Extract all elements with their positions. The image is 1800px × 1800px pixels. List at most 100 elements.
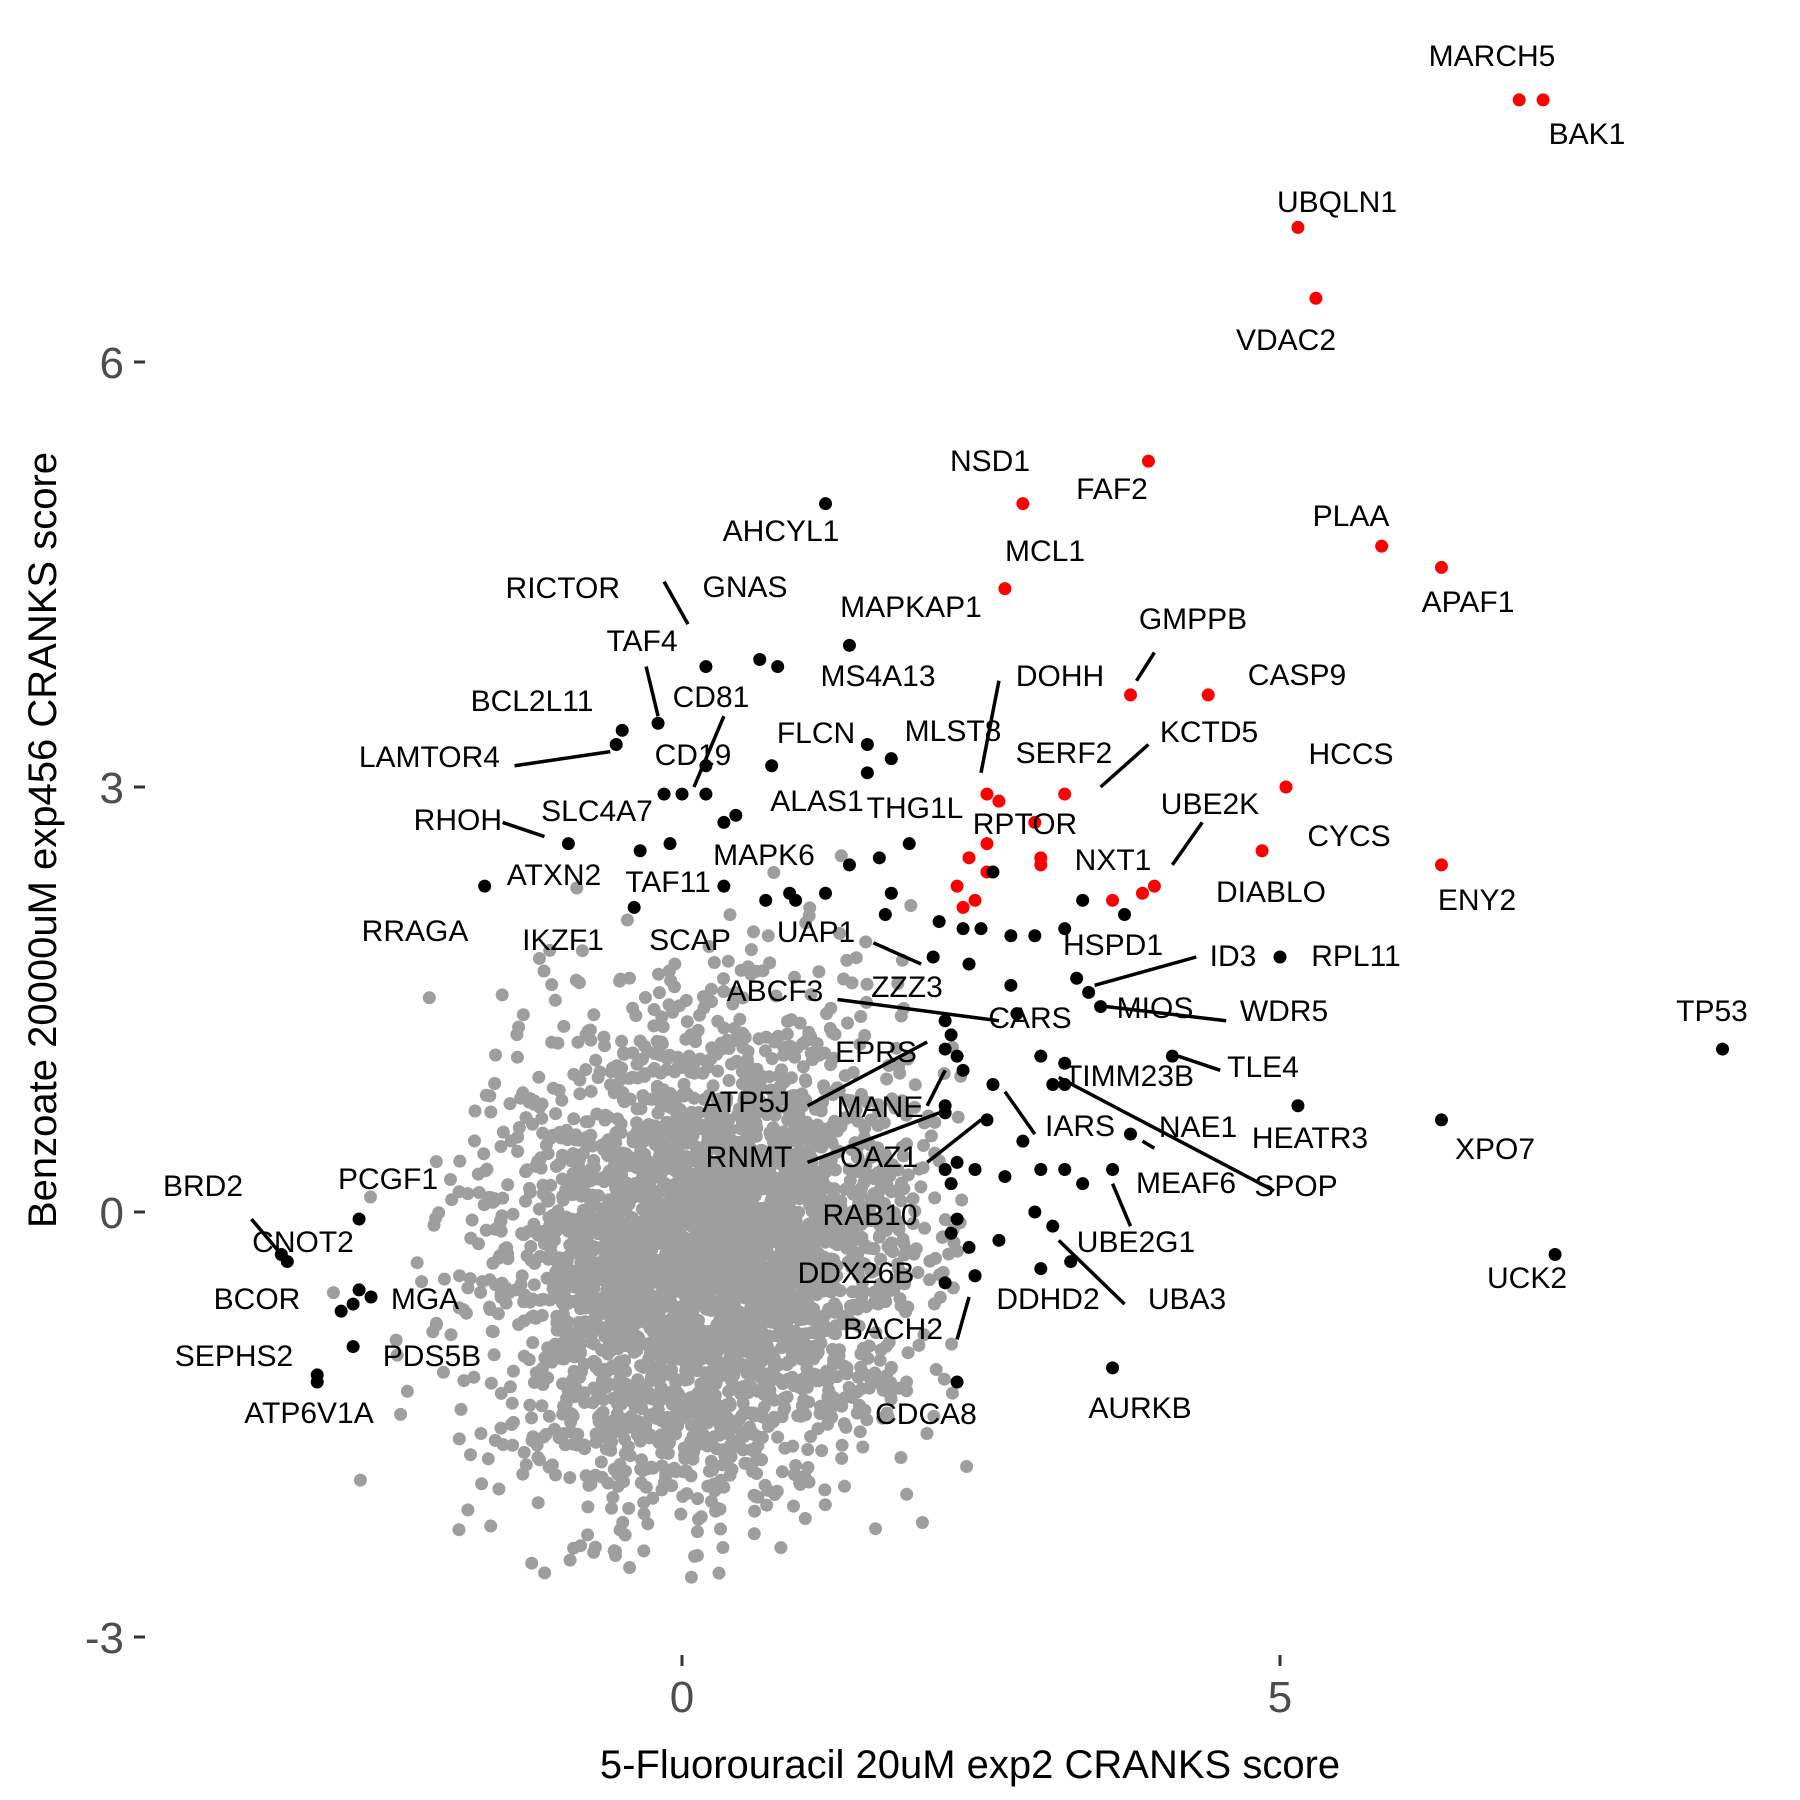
background-point — [669, 1197, 683, 1211]
data-point — [753, 653, 767, 666]
background-point — [537, 964, 551, 978]
gene-label: MS4A13 — [820, 660, 935, 693]
background-point — [536, 1361, 549, 1375]
background-point — [588, 1161, 601, 1175]
background-point — [853, 1425, 867, 1439]
background-point — [669, 1392, 683, 1406]
background-point — [606, 1491, 620, 1504]
background-point — [889, 1212, 903, 1226]
background-point — [687, 1273, 701, 1287]
background-point — [756, 1182, 770, 1196]
background-point — [650, 1034, 664, 1048]
background-point — [742, 1138, 756, 1152]
background-point — [598, 1272, 611, 1286]
background-point — [661, 1246, 675, 1260]
background-point — [824, 1285, 838, 1299]
background-point — [676, 1325, 690, 1339]
background-point — [746, 1196, 759, 1210]
background-point — [452, 1523, 466, 1537]
background-point — [614, 1197, 628, 1211]
data-point — [717, 815, 731, 829]
background-point — [634, 1144, 648, 1158]
background-point — [859, 935, 873, 949]
background-point — [842, 1162, 856, 1176]
background-point — [693, 1052, 707, 1066]
background-point — [929, 1363, 943, 1376]
background-point — [928, 1115, 942, 1129]
data-point — [819, 497, 833, 511]
background-point — [475, 1477, 489, 1491]
background-point — [705, 1494, 718, 1508]
data-point — [1028, 815, 1042, 829]
data-point — [974, 922, 988, 936]
gene-label: CNOT2 — [252, 1226, 354, 1259]
background-point — [521, 1225, 535, 1238]
background-point — [768, 1393, 781, 1407]
leader-line — [837, 997, 1000, 1023]
background-point — [587, 1337, 601, 1351]
data-point — [950, 1155, 964, 1169]
background-point — [394, 1407, 408, 1421]
background-point — [542, 1460, 556, 1474]
background-point — [573, 1087, 587, 1101]
background-point — [936, 1265, 950, 1279]
background-point — [669, 1376, 683, 1390]
background-point — [854, 1360, 868, 1374]
background-point — [665, 1144, 679, 1157]
background-point — [908, 1204, 922, 1218]
gene-label: OAZ1 — [840, 1141, 918, 1174]
background-point — [668, 957, 682, 971]
data-point — [842, 638, 856, 652]
background-point — [798, 1073, 812, 1087]
background-point — [755, 1171, 769, 1185]
background-point — [711, 1064, 725, 1078]
data-point — [609, 738, 623, 751]
background-point — [716, 1541, 730, 1554]
background-point — [535, 1399, 549, 1413]
background-point — [680, 1312, 694, 1326]
background-point — [812, 1374, 826, 1388]
background-point — [715, 1154, 729, 1167]
background-point — [503, 1097, 517, 1111]
data-point — [944, 1226, 958, 1240]
background-point — [724, 1438, 738, 1452]
background-point — [874, 1343, 888, 1357]
background-point — [647, 1003, 661, 1016]
background-point — [581, 1174, 595, 1188]
leader-line — [250, 1217, 283, 1256]
background-point — [601, 1307, 614, 1321]
background-point — [839, 1420, 853, 1434]
background-point — [898, 1277, 912, 1291]
background-point — [587, 1008, 601, 1022]
gene-label: NXT1 — [1075, 844, 1152, 877]
background-point — [723, 908, 737, 922]
gene-label: UCK2 — [1487, 1262, 1567, 1295]
background-point — [750, 1348, 764, 1362]
background-point — [799, 1379, 813, 1393]
background-point — [752, 1152, 766, 1166]
background-point — [567, 1112, 581, 1126]
gene-label: CARS — [988, 1002, 1071, 1035]
background-point — [533, 1250, 547, 1263]
background-point — [752, 1032, 766, 1046]
background-point — [927, 1409, 941, 1423]
data-point — [950, 1212, 964, 1226]
background-point — [739, 1285, 753, 1299]
data-point — [1094, 1000, 1108, 1014]
background-point — [617, 1047, 631, 1061]
background-point — [601, 1262, 615, 1276]
background-point — [494, 1421, 508, 1435]
gene-label: UBE2G1 — [1077, 1226, 1195, 1259]
background-point — [642, 1223, 656, 1237]
background-point — [768, 1488, 782, 1501]
gene-label: TAF11 — [625, 866, 711, 899]
y-tick-label: 3 — [100, 764, 124, 813]
data-point — [352, 1212, 366, 1226]
data-point — [842, 858, 856, 872]
background-point — [694, 1142, 708, 1156]
background-point — [499, 1281, 513, 1295]
background-point — [751, 1311, 765, 1325]
background-point — [586, 1139, 599, 1153]
background-point — [526, 1430, 540, 1444]
gene-label: CDCA8 — [875, 1398, 977, 1431]
